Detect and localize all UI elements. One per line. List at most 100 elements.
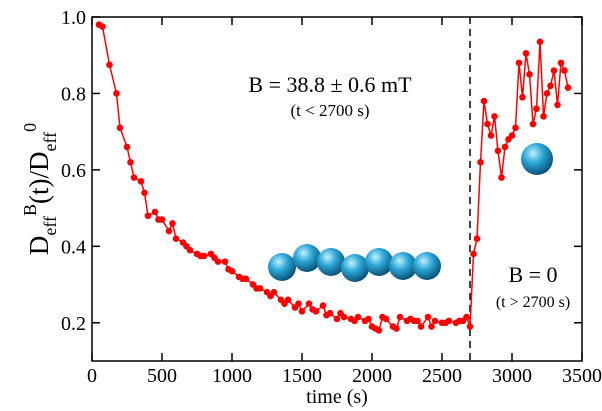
annotation: (t > 2700 s) <box>496 294 570 311</box>
data-point <box>414 317 421 325</box>
data-point <box>382 315 390 323</box>
data-point <box>186 246 194 254</box>
x-tick-label: 3500 <box>562 365 602 387</box>
data-point <box>141 189 148 197</box>
data-point <box>550 67 558 74</box>
data-point <box>491 113 498 120</box>
data-point <box>529 120 537 128</box>
data-point <box>396 313 404 321</box>
data-point <box>428 323 435 330</box>
data-point <box>477 158 484 166</box>
data-point <box>200 252 208 260</box>
y-tick-label: 0.2 <box>61 313 86 335</box>
data-point <box>295 300 302 307</box>
x-tick-label: 1000 <box>212 365 252 387</box>
data-point <box>270 288 278 296</box>
annotation: B = 0 <box>508 262 557 287</box>
data-point <box>106 61 113 69</box>
y-axis-label-part: eff <box>40 132 60 152</box>
y-axis-label: DeffB(t)/Deff0 <box>20 123 60 255</box>
data-point <box>312 308 320 315</box>
data-point <box>424 313 432 321</box>
y-tick-label: 0.8 <box>61 83 86 105</box>
x-tick-label: 0 <box>87 365 97 387</box>
data-point <box>540 113 547 120</box>
y-axis-label-part: (t)/D <box>24 152 54 204</box>
x-tick-label: 2000 <box>352 365 392 387</box>
y-axis-label-part: eff <box>40 216 60 236</box>
data-point <box>501 143 509 151</box>
data-point <box>228 267 236 275</box>
data-point <box>340 313 348 321</box>
data-point <box>557 59 565 67</box>
data-point <box>417 323 425 330</box>
data-point <box>512 124 519 132</box>
data-point <box>463 313 470 321</box>
x-tick-label: 500 <box>147 365 177 387</box>
data-point <box>158 216 166 223</box>
data-point <box>144 212 152 220</box>
data-point <box>172 235 180 242</box>
data-point <box>319 302 327 309</box>
plot-frame <box>91 16 583 362</box>
data-point <box>113 90 120 97</box>
y-tick-label: 0.6 <box>61 160 86 182</box>
y-axis-label-part: 0 <box>20 123 40 132</box>
x-tick-label: 2500 <box>422 365 462 387</box>
data-point <box>375 327 383 334</box>
y-axis-label-part: B <box>20 204 40 216</box>
data-point <box>466 323 474 330</box>
data-point <box>431 317 439 325</box>
data-point <box>508 132 516 139</box>
data-point <box>547 82 554 90</box>
data-point <box>543 90 551 97</box>
data-point <box>116 124 124 132</box>
data-point <box>151 208 159 216</box>
x-tick-label: 3000 <box>492 365 532 387</box>
data-point <box>130 174 138 181</box>
data-point <box>127 158 134 166</box>
particle-chain <box>268 244 441 282</box>
data-point <box>487 132 495 139</box>
data-point <box>256 285 264 292</box>
data-point <box>533 105 540 113</box>
data-point <box>554 101 561 109</box>
data-point <box>522 50 530 57</box>
x-tick-label: 1500 <box>282 365 322 387</box>
data-point <box>526 71 533 78</box>
data-point <box>484 120 491 128</box>
data-point <box>99 23 106 30</box>
single-particle <box>521 143 553 175</box>
y-tick-label: 1.0 <box>61 7 86 29</box>
data-point <box>333 315 341 323</box>
data-point <box>445 317 453 325</box>
data-point <box>473 235 481 242</box>
data-point <box>305 300 313 307</box>
data-point <box>169 220 176 227</box>
data-point <box>561 67 568 74</box>
data-point <box>123 143 131 151</box>
data-point <box>494 147 502 155</box>
data-line <box>98 23 569 332</box>
data-point <box>214 258 222 265</box>
data-point <box>221 258 229 265</box>
data-point <box>470 250 477 258</box>
data-point <box>326 309 334 317</box>
data-point <box>519 93 526 101</box>
annotation: B = 38.8 ± 0.6 mT <box>248 72 412 97</box>
data-point <box>498 174 505 181</box>
data-point <box>393 325 400 332</box>
data-point <box>354 313 362 321</box>
data-point <box>515 59 523 67</box>
data-point <box>165 227 173 235</box>
data-point <box>365 315 372 323</box>
x-axis-label: time (s) <box>306 386 368 408</box>
y-tick-label: 0.4 <box>61 236 86 258</box>
data-point <box>284 296 292 304</box>
data-point <box>137 178 145 185</box>
data-point <box>536 38 544 46</box>
y-axis-label-part: D <box>24 236 54 256</box>
data-point <box>480 97 488 105</box>
data-point <box>242 275 250 283</box>
